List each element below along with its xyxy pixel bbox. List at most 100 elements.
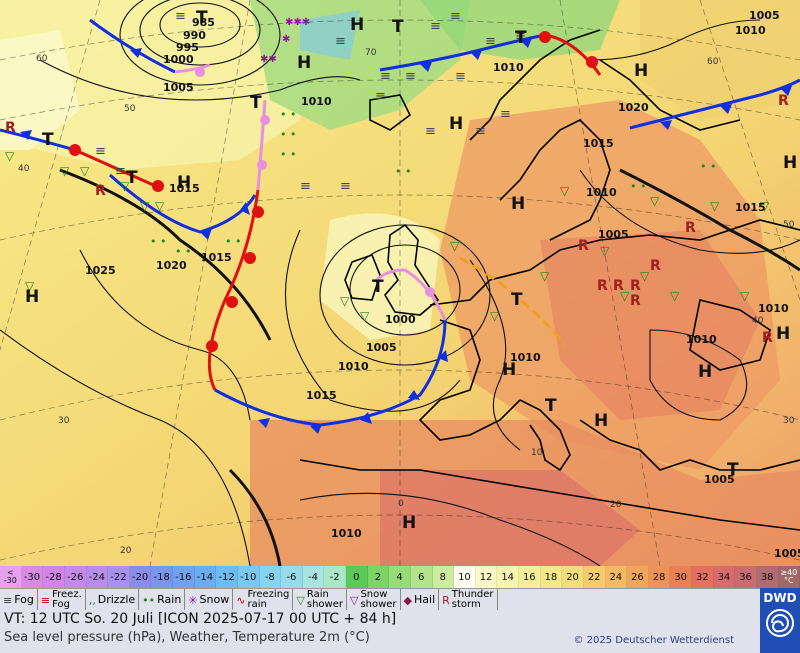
svg-text:▽: ▽ [740,289,750,303]
grid-label: 40 [752,316,764,326]
italy [519,399,571,472]
svg-text:R: R [685,220,696,236]
svg-text:R: R [613,278,624,294]
scale-cell: -4 [302,566,325,588]
coastlines [299,29,800,531]
svg-text:• •: • • [225,235,241,248]
svg-text:≡: ≡ [475,124,486,139]
grid-label: 30 [783,416,795,426]
high-pressure-center: H [502,360,516,380]
pressure-label: 1010 [686,333,717,346]
isobars [0,0,800,566]
pressure-label: 1010 [586,186,617,199]
freezing-fog-icon: ≡ [40,593,51,607]
high-pressure-center: H [698,362,712,382]
forecast-map: • • • • • • • • • • • • • • • • • • ▽ ▽ ▽ ▽ ▽ ▽ ▽ ▽… [0,0,800,566]
scale-cell: 22 [583,566,606,588]
svg-text:R: R [95,183,106,199]
pressure-label: 985 [192,16,215,29]
low-pressure-center: T [372,277,384,297]
scale-cell: 24 [605,566,628,588]
cold-front-main [214,319,447,427]
svg-text:≡: ≡ [95,144,106,159]
high-pressure-center: H [177,173,191,193]
scale-cell-low: < -30 [0,566,22,588]
svg-text:✱✱: ✱✱ [260,54,277,65]
svg-text:R: R [778,93,789,109]
grid-label: 60 [707,57,719,67]
pressure-label: 1015 [583,137,614,150]
fog-icon: ≡ [3,593,13,607]
weather-symbol-legend: ≡ Fog ≡ Freez. Fog ‚‚ Drizzle •• Rain ✳ Snow ∿ Free… [0,588,760,611]
dwd-logo: DWD [760,588,800,653]
svg-text:≡: ≡ [300,179,311,194]
thunderstorm-icon: R [442,593,450,607]
svg-text:• •: • • [280,108,296,121]
scale-cell: 18 [540,566,563,588]
low-pressure-center: T [392,17,404,37]
scale-cell: -28 [43,566,65,588]
hail-icon: ◆ [403,593,413,607]
pressure-label: 1005 [163,81,194,94]
scale-cell: 2 [367,566,390,588]
north-africa-coast [299,459,800,531]
svg-text:▽: ▽ [360,309,370,323]
scale-cell: 36 [735,566,757,588]
high-pressure-center: H [783,153,797,173]
ireland [344,253,381,301]
dwd-spiral-icon [766,609,794,637]
legend-item: ◆ Hail [401,589,440,611]
warm-front-west [74,148,161,190]
pressure-label: 1010 [301,95,332,108]
svg-text:≡: ≡ [430,19,441,34]
legend-label: Fog [14,593,34,606]
svg-text:R: R [578,238,589,254]
svg-text:▽: ▽ [450,239,460,253]
legend-item: ✳ Snow [185,589,234,611]
scale-cell: 28 [648,566,671,588]
grid-label: 60 [36,54,48,64]
trough-lines [59,168,800,566]
snow-icon: ✳ [188,593,198,607]
high-pressure-center: H [776,324,790,344]
pressure-label: 1020 [618,101,649,114]
high-pressure-center: H [25,287,39,307]
scale-cell: -26 [64,566,87,588]
svg-text:≡: ≡ [335,34,346,49]
low-pressure-center: T [727,460,739,480]
pressure-label: 1000 [163,53,194,66]
pressure-label: 1015 [201,251,232,264]
dwd-logo-text: DWD [763,591,797,605]
svg-text:R: R [630,293,641,309]
pressure-label: 1010 [331,527,362,540]
scale-cell: 4 [389,566,411,588]
svg-text:▽: ▽ [140,199,150,213]
svg-text:▽: ▽ [620,289,630,303]
pressure-label: 1010 [735,24,766,37]
low-pressure-center: T [42,130,54,150]
high-pressure-center: H [350,15,364,35]
scale-cell: -22 [108,566,130,588]
scandinavia [499,119,611,241]
legend-label: Freez. Fog [52,589,82,610]
legend-item: ▽ Snow shower [347,589,401,611]
low-pressure-center: T [511,290,523,310]
grid-label: 20 [120,546,132,556]
svg-text:≡: ≡ [515,29,526,44]
pressure-label: 1005 [749,9,780,22]
scale-cell: 14 [497,566,519,588]
low-pressure-center: T [126,168,138,188]
pressure-label: 1010 [338,360,369,373]
svg-text:• •: • • [395,165,411,178]
high-pressure-center: H [402,513,416,533]
grid-label: 0 [398,499,404,509]
svg-text:▽: ▽ [670,289,680,303]
svg-text:▽: ▽ [710,199,720,213]
grid-label: 40 [18,164,30,174]
temperature-color-scale: < -30 -30 -28 -26 -24 -22 -20 -18 -16 -14 -12 -10 -8… [0,566,800,588]
graticule-labels: 60 50 40 30 20 0 10 20 60 40 50 30 70 [18,48,795,556]
legend-item: ∿ Freezing rain [233,589,294,611]
pressure-label: 1015 [169,182,200,195]
scale-cell: 16 [519,566,541,588]
copyright-text: © 2025 Deutscher Wetterdienst [573,635,734,646]
